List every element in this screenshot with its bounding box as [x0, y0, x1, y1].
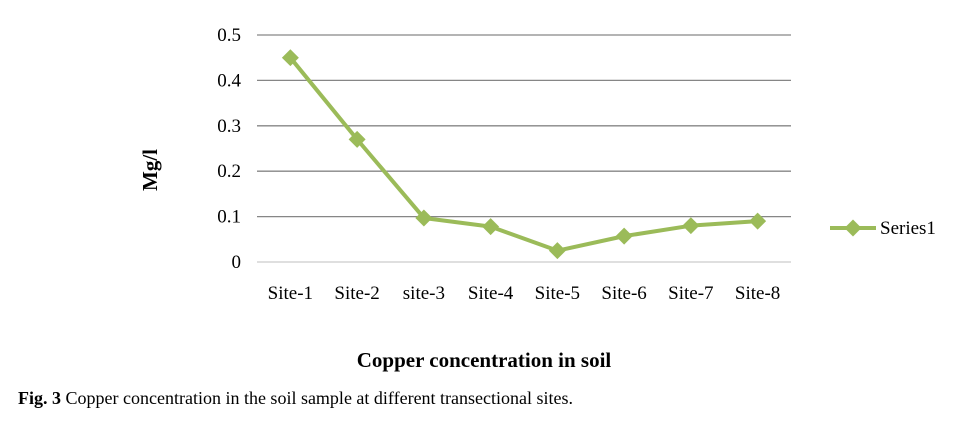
x-tick-label: site-3: [403, 283, 445, 304]
x-axis-label: Copper concentration in soil: [356, 348, 612, 372]
legend-label-series1: Series1: [880, 218, 936, 239]
y-tick-label: 0: [232, 252, 242, 273]
series-1: [281, 49, 767, 260]
x-tick-label: Site-2: [334, 283, 379, 304]
y-tick-label: 0.2: [217, 161, 241, 182]
x-tick-label: Site-7: [668, 283, 713, 304]
legend-marker: [844, 219, 862, 237]
legend: Series1: [830, 218, 936, 239]
y-axis-label: Mg/l: [138, 149, 162, 191]
y-tick-label: 0.5: [217, 25, 241, 46]
x-tick-label: Site-1: [268, 283, 313, 304]
x-tick-label: Site-4: [468, 283, 514, 304]
y-tick-label: 0.4: [217, 70, 241, 91]
data-point: [548, 242, 566, 260]
caption-label: Fig. 3: [18, 388, 61, 408]
x-tick-labels: Site-1 Site-2 site-3 Site-4 Site-5 Site-6 Site…: [268, 283, 781, 304]
data-point: [682, 217, 700, 235]
x-tick-label: Site-6: [601, 283, 646, 304]
y-tick-label: 0.1: [217, 207, 241, 228]
data-point: [482, 218, 500, 236]
caption-text: Copper concentration in the soil sample …: [61, 388, 574, 408]
x-tick-label: Site-5: [535, 283, 580, 304]
series-line: [288, 56, 758, 253]
data-point: [749, 212, 767, 230]
y-tick-labels: 0 0.1 0.2 0.3 0.4 0.5: [217, 25, 241, 273]
figure-caption: Fig. 3 Copper concentration in the soil …: [18, 388, 573, 409]
y-tick-label: 0.3: [217, 116, 241, 137]
data-point: [415, 209, 433, 227]
gridlines: [257, 34, 791, 263]
data-point: [348, 130, 366, 148]
data-point: [615, 227, 633, 245]
x-tick-label: Site-8: [735, 283, 780, 304]
